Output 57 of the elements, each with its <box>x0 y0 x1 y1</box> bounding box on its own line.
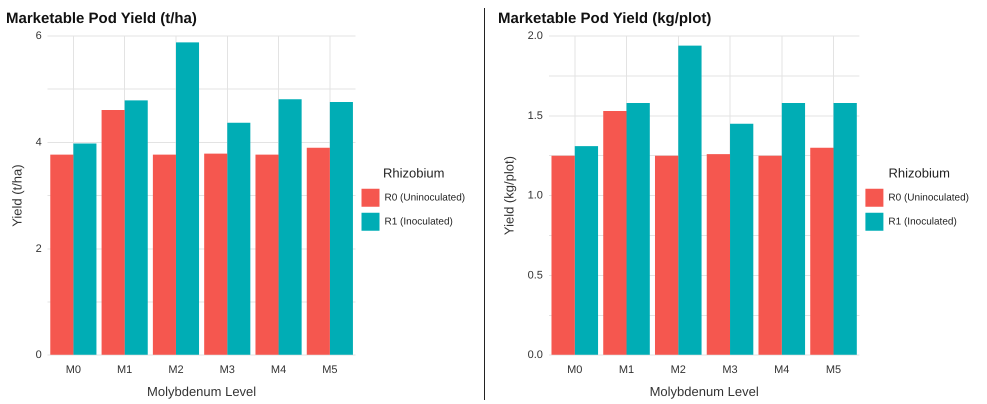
bar <box>124 100 148 355</box>
x-tick-label: M5 <box>826 364 842 376</box>
x-tick-label: M5 <box>322 364 338 376</box>
legend-title: Rhizobium <box>888 165 950 180</box>
y-axis-title: Yield (kg/plot) <box>501 156 516 236</box>
legend-label: R0 (Uninoculated) <box>384 192 466 204</box>
x-tick-label: M4 <box>774 364 790 376</box>
x-axis-title: Molybdenum Level <box>650 384 759 399</box>
bar <box>73 143 96 355</box>
bar <box>834 103 857 355</box>
bar <box>706 154 730 355</box>
y-tick-label: 0.0 <box>528 349 543 362</box>
x-axis-title: Molybdenum Level <box>147 384 256 399</box>
bar <box>758 156 782 355</box>
legend-label: R1 (Inoculated) <box>888 216 957 228</box>
bar <box>730 124 754 355</box>
x-tick-label: M3 <box>220 364 235 376</box>
x-tick-label: M2 <box>670 364 686 376</box>
bar <box>782 103 806 355</box>
y-tick-label: 6 <box>36 30 42 42</box>
bar <box>176 42 200 355</box>
bar <box>603 111 627 355</box>
x-tick-label: M3 <box>722 364 738 376</box>
bar <box>255 154 279 355</box>
x-tick-label: M0 <box>66 364 82 376</box>
bar <box>654 156 678 355</box>
bar <box>278 99 302 355</box>
x-tick-label: M1 <box>117 364 132 376</box>
legend-label: R0 (Uninoculated) <box>888 192 970 204</box>
bar <box>551 156 575 355</box>
chart-title: Marketable Pod Yield (t/ha) <box>6 10 197 28</box>
y-tick-label: 2.0 <box>528 30 543 42</box>
x-tick-label: M0 <box>567 364 582 376</box>
bar <box>626 103 650 355</box>
bar <box>152 154 176 355</box>
y-tick-label: 1.0 <box>528 190 543 202</box>
x-tick-label: M4 <box>270 364 286 376</box>
bar <box>227 122 250 355</box>
bar <box>204 154 228 355</box>
y-tick-label: 4 <box>36 136 42 148</box>
y-tick-label: 2 <box>36 242 42 255</box>
x-tick-label: M1 <box>618 364 634 376</box>
y-tick-label: 1.5 <box>528 110 543 122</box>
legend-label: R1 (Inoculated) <box>384 216 453 228</box>
y-axis-title: Yield (t/ha) <box>9 164 24 227</box>
chart-title: Marketable Pod Yield (kg/plot) <box>498 10 712 28</box>
bar <box>50 154 74 355</box>
legend-title: Rhizobium <box>383 165 444 180</box>
y-tick-label: 0 <box>36 349 42 362</box>
bar <box>330 102 353 355</box>
bar <box>306 148 330 355</box>
x-tick-label: M2 <box>168 364 184 376</box>
y-tick-label: 0.5 <box>528 269 543 282</box>
bar <box>574 146 598 355</box>
bar <box>810 148 834 355</box>
bar <box>102 110 125 355</box>
bar <box>678 46 702 355</box>
